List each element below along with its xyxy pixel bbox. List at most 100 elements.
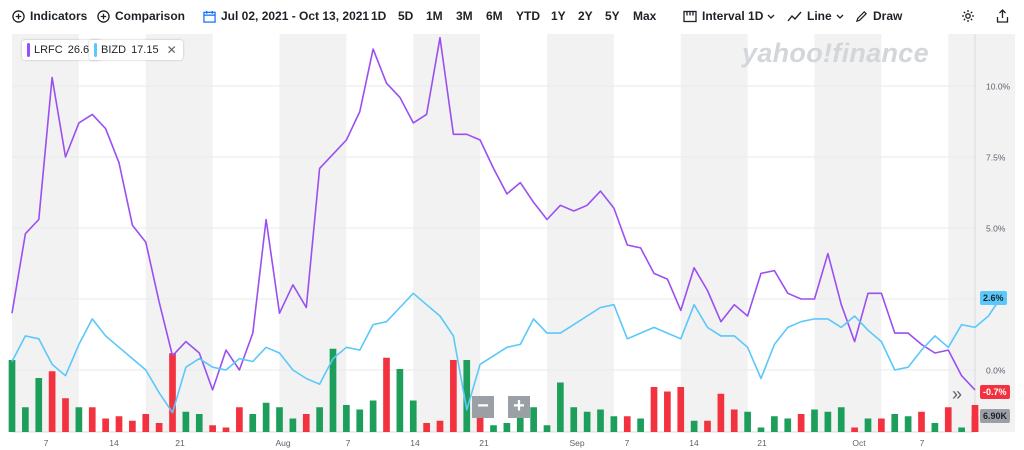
volume-bar <box>302 414 310 432</box>
volume-bar <box>878 418 885 432</box>
chevron-down-icon <box>767 14 775 19</box>
volume-bar <box>570 407 578 432</box>
volume-bar <box>797 414 805 432</box>
lrfc-series-line <box>11 36 976 391</box>
bizd-series-line <box>11 292 1003 414</box>
legend-bizd-value: 17.15 <box>131 44 159 56</box>
volume-bar <box>383 357 390 432</box>
volume-bar <box>730 409 738 432</box>
x-tick-label: 14 <box>410 438 420 448</box>
x-tick-label: 7 <box>625 438 630 448</box>
lrfc-last-badge: -0.7% <box>980 385 1010 399</box>
indicators-button[interactable]: Indicators <box>12 6 87 26</box>
volume-bar <box>356 409 364 432</box>
volume-bar <box>637 418 644 432</box>
chart-toolbar: Indicators Comparison Jul 02, 2021 - Oct… <box>0 0 1024 32</box>
volume-bar <box>62 398 69 432</box>
plus-circle-icon <box>97 9 110 23</box>
volume-bar <box>650 387 658 432</box>
legend-bizd-symbol: BIZD <box>101 44 127 56</box>
volume-bar <box>316 407 323 432</box>
legend-lrfc[interactable]: LRFC 26.62 <box>22 40 102 60</box>
volume-bar <box>22 407 29 432</box>
range-ytd[interactable]: YTD <box>516 9 540 23</box>
chart-style-button[interactable]: Line <box>787 6 849 26</box>
x-tick-label: Oct <box>852 438 866 448</box>
price-chart[interactable]: 10.0%7.5%5.0%2.5%0.0% 71421Aug71421Sep71… <box>0 32 1024 450</box>
volume-bar <box>958 427 965 432</box>
range-5y[interactable]: 5Y <box>605 9 620 23</box>
chart-style-label: Line <box>807 9 832 23</box>
x-tick-label: 7 <box>346 438 351 448</box>
volume-bar <box>8 360 16 432</box>
calendar-icon <box>203 10 216 23</box>
range-3m[interactable]: 3M <box>456 9 473 23</box>
x-tick-label: 14 <box>689 438 699 448</box>
x-tick-label: Sep <box>569 438 584 448</box>
legend-bizd[interactable]: BIZD 17.15 ✕ <box>89 40 183 60</box>
volume-bar <box>771 416 778 432</box>
remove-comparison-close-icon[interactable]: ✕ <box>166 43 177 57</box>
volume-bar <box>423 423 430 432</box>
volume-bar <box>209 425 216 432</box>
range-5d[interactable]: 5D <box>398 9 414 23</box>
zoom-in-button[interactable]: + <box>508 396 530 418</box>
y-tick-label: 7.5% <box>986 153 1006 163</box>
x-tick-label: Aug <box>275 438 290 448</box>
volume-bar <box>396 369 404 432</box>
interval-button[interactable]: Interval 1D <box>683 6 780 26</box>
chevron-down-icon <box>836 14 844 19</box>
volume-bar <box>610 416 618 432</box>
date-range-button[interactable]: Jul 02, 2021 - Oct 13, 2021 <box>203 6 369 26</box>
y-tick-label: 0.0% <box>986 366 1006 376</box>
lrfc-color-swatch <box>27 43 30 57</box>
grid <box>12 34 976 433</box>
comparison-label: Comparison <box>115 9 186 23</box>
double-chevron-right-icon[interactable]: » <box>951 384 962 404</box>
volume-bar <box>276 407 283 432</box>
volume-bar <box>557 382 564 432</box>
volume-bar <box>289 418 297 432</box>
volume-bar <box>503 423 511 432</box>
y-tick-label: 5.0% <box>986 224 1006 234</box>
volume-bar <box>971 416 979 432</box>
volume-bar <box>918 411 925 432</box>
range-2y[interactable]: 2Y <box>578 9 593 23</box>
volume-bar <box>450 360 457 432</box>
volume-bar <box>784 418 792 432</box>
volume-bar <box>944 407 952 432</box>
x-tick-label: 21 <box>175 438 185 448</box>
range-6m[interactable]: 6M <box>486 9 503 23</box>
range-1y[interactable]: 1Y <box>551 9 566 23</box>
volume-bar <box>704 420 711 432</box>
week-band <box>547 34 614 432</box>
y-tick-label: 10.0% <box>986 82 1011 92</box>
range-max[interactable]: Max <box>633 9 657 23</box>
settings-button[interactable] <box>961 6 980 26</box>
volume-bar <box>48 371 56 432</box>
week-band <box>814 34 882 432</box>
x-tick-label: 14 <box>109 438 119 448</box>
draw-label: Draw <box>873 9 903 23</box>
volume-bar <box>530 407 537 432</box>
volume-bar <box>409 400 417 432</box>
zoom-out-button[interactable]: − <box>472 396 494 418</box>
volume-bar <box>851 427 858 432</box>
volume-bar <box>262 402 270 432</box>
volume-bar <box>623 416 631 432</box>
range-1d[interactable]: 1D <box>371 9 387 23</box>
range-1m[interactable]: 1M <box>426 9 443 23</box>
volume-bar <box>129 420 136 432</box>
pencil-icon <box>855 10 867 22</box>
comparison-button[interactable]: Comparison <box>97 6 185 26</box>
volume-bar <box>115 416 123 432</box>
x-tick-label: 7 <box>44 438 49 448</box>
volume-bar <box>664 391 671 432</box>
volume-bar <box>155 423 163 432</box>
share-button[interactable] <box>996 6 1014 26</box>
volume-bar <box>463 360 471 432</box>
draw-button[interactable]: Draw <box>855 6 902 26</box>
interval-label: Interval <box>702 9 745 23</box>
volume-bar <box>757 427 765 432</box>
volume-bar <box>142 414 150 432</box>
